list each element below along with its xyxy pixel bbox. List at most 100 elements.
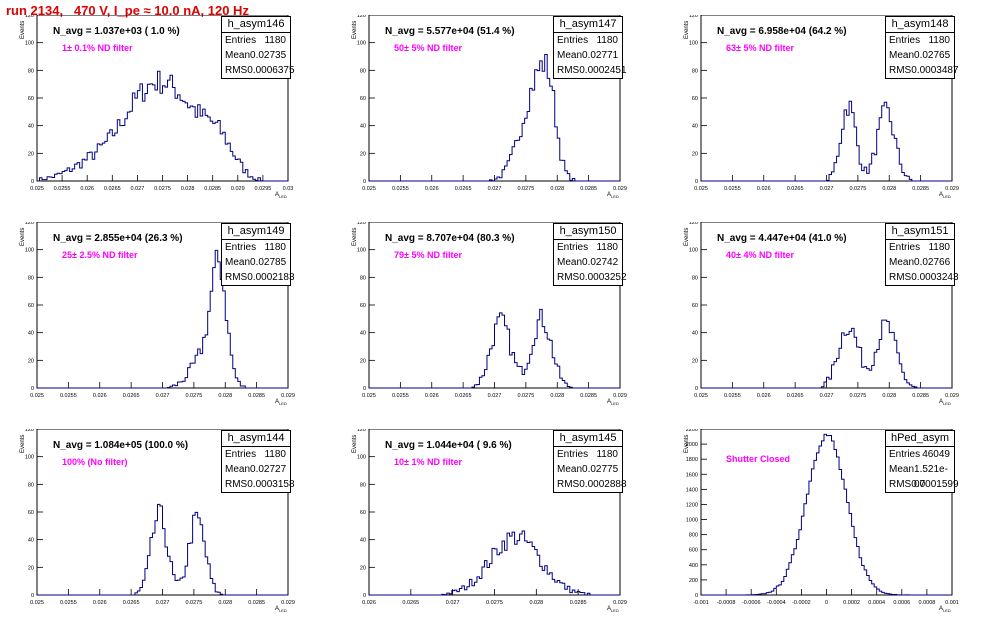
stats-label: RMS xyxy=(225,65,248,76)
histogram-line xyxy=(701,319,952,389)
stats-row-rms: RMS 0.0002888 xyxy=(554,477,627,492)
x-tick-label: 0.025 xyxy=(362,186,376,192)
histogram-plot: 0 20 40 60 80 100 120 0.026 0.0265 0.027 0.0275 0.0… xyxy=(357,429,627,606)
y-tick-label: 100 xyxy=(689,248,698,254)
y-tick-label: 100 xyxy=(25,41,34,47)
y-tick-label: 20 xyxy=(360,358,366,364)
stats-label: Entries xyxy=(889,242,921,253)
y-axis-label: Events xyxy=(20,20,26,39)
stats-label: Entries xyxy=(225,449,257,460)
y-tick-label: 60 xyxy=(28,96,34,102)
x-tick-label: 0.0275 xyxy=(486,600,503,606)
stats-row-entries: Entries 1180 xyxy=(554,33,622,48)
stats-label: Entries xyxy=(557,242,589,253)
histogram-name: h_asym150 xyxy=(554,224,622,240)
x-axis-label-main: A xyxy=(607,606,612,612)
x-tick-label: 0.029 xyxy=(613,600,627,606)
x-axis-label-sub: LED xyxy=(279,194,287,200)
x-tick-label: 0.029 xyxy=(945,393,959,399)
x-tick-label: 0.025 xyxy=(362,393,376,399)
stats-label: Mean xyxy=(889,257,915,268)
filter-label: Shutter Closed xyxy=(726,454,791,464)
x-tick-label: 0.025 xyxy=(694,393,708,399)
x-tick-label: 0 xyxy=(825,600,828,606)
x-tick-label: 0.026 xyxy=(93,600,107,606)
histogram-name: h_asym147 xyxy=(554,17,622,33)
x-tick-label: 0.0285 xyxy=(248,393,265,399)
x-tick-label: 0.028 xyxy=(882,393,896,399)
y-tick-label: 80 xyxy=(692,275,698,281)
x-tick-label: 0.028 xyxy=(218,600,232,606)
y-axis-label: Events xyxy=(684,20,690,39)
stats-row-mean: Mean 0.02766 xyxy=(886,255,954,270)
y-tick-label: 80 xyxy=(28,482,34,488)
stats-label: Entries xyxy=(889,35,921,46)
y-tick-label: 1400 xyxy=(686,487,698,493)
x-tick-label: 0.028 xyxy=(550,393,564,399)
x-tick-label: 0.0275 xyxy=(849,186,866,192)
y-tick-label: 60 xyxy=(360,510,366,516)
stats-row-mean: Mean 0.02785 xyxy=(222,255,290,270)
histogram-name: h_asym148 xyxy=(886,17,954,33)
stats-row-rms: RMS 0.0001599 xyxy=(886,477,959,492)
mean-value: 0.02742 xyxy=(582,257,619,268)
y-tick-label: 100 xyxy=(689,41,698,47)
filter-label: 1± 0.1% ND filter xyxy=(62,43,133,53)
histogram-plot: 0 20 40 60 80 100 120 0.025 0.0255 0.026 0.0265 0.0… xyxy=(357,15,627,192)
stats-label: Entries xyxy=(225,35,257,46)
x-tick-label: 0.028 xyxy=(529,600,543,606)
y-tick-label: 20 xyxy=(692,358,698,364)
filter-label: 50± 5% ND filter xyxy=(394,43,462,53)
entries-value: 1180 xyxy=(264,449,286,460)
x-tick-label: 0.0295 xyxy=(254,186,271,192)
y-tick-label: 60 xyxy=(28,510,34,516)
y-axis-label: Events xyxy=(352,20,358,39)
stats-row-rms: RMS 0.0003243 xyxy=(886,270,959,285)
y-tick-label: 60 xyxy=(692,96,698,102)
y-tick-label: 1800 xyxy=(686,457,698,463)
x-tick-label: 0.028 xyxy=(218,393,232,399)
x-tick-label: 0.0255 xyxy=(54,186,71,192)
x-tick-label: 0.0285 xyxy=(248,600,265,606)
n-avg-label: N_avg = 6.958e+04 (64.2 %) xyxy=(717,26,847,37)
histogram-panel-h_asym146: 0 20 40 60 80 100 120 0.025 0.0255 0.026 0.0265 0.0… xyxy=(0,15,332,222)
y-tick-label: 800 xyxy=(689,533,698,539)
y-tick-label: 20 xyxy=(692,151,698,157)
entries-value: 1180 xyxy=(596,242,618,253)
x-tick-label: 0.025 xyxy=(30,186,44,192)
y-tick-label: 0 xyxy=(363,386,366,392)
x-tick-label: 0.026 xyxy=(93,393,107,399)
x-tick-label: 0.0255 xyxy=(392,393,409,399)
histogram-line xyxy=(37,249,288,389)
y-tick-label: 80 xyxy=(28,68,34,74)
filter-label: 79± 5% ND filter xyxy=(394,250,462,260)
stats-row-entries: Entries 46049 xyxy=(886,447,954,462)
n-avg-label: N_avg = 1.037e+03 ( 1.0 %) xyxy=(53,26,180,37)
y-tick-label: 80 xyxy=(360,482,366,488)
y-tick-label: 100 xyxy=(357,248,366,254)
stats-box: h_asym144 Entries 1180 Mean 0.02727 RMS 0.0003… xyxy=(221,430,295,493)
x-tick-label: 0.0275 xyxy=(517,393,534,399)
x-tick-label: 0.0275 xyxy=(849,393,866,399)
filter-label: 63± 5% ND filter xyxy=(726,43,794,53)
x-tick-label: 0.029 xyxy=(613,393,627,399)
stats-label: RMS xyxy=(889,272,912,283)
x-tick-label: 0.0265 xyxy=(455,393,472,399)
y-tick-label: 20 xyxy=(28,565,34,571)
x-axis-label-main: A xyxy=(939,399,944,405)
y-tick-label: 1200 xyxy=(686,502,698,508)
entries-value: 1180 xyxy=(264,242,286,253)
mean-value: 1.521e-07 xyxy=(914,464,948,490)
x-tick-label: 0.0255 xyxy=(60,393,77,399)
histogram-line xyxy=(369,530,620,596)
x-tick-label: 0.0285 xyxy=(580,186,597,192)
x-tick-label: 0.0255 xyxy=(60,600,77,606)
x-tick-label: 0.027 xyxy=(131,186,145,192)
y-tick-label: 0 xyxy=(363,179,366,185)
stats-label: Mean xyxy=(225,257,251,268)
mean-value: 0.02735 xyxy=(250,50,287,61)
x-axis-label-sub: LED xyxy=(943,401,951,407)
entries-value: 1180 xyxy=(928,242,950,253)
y-axis-label: Events xyxy=(684,227,690,246)
rms-value: 0.0003487 xyxy=(911,65,959,76)
